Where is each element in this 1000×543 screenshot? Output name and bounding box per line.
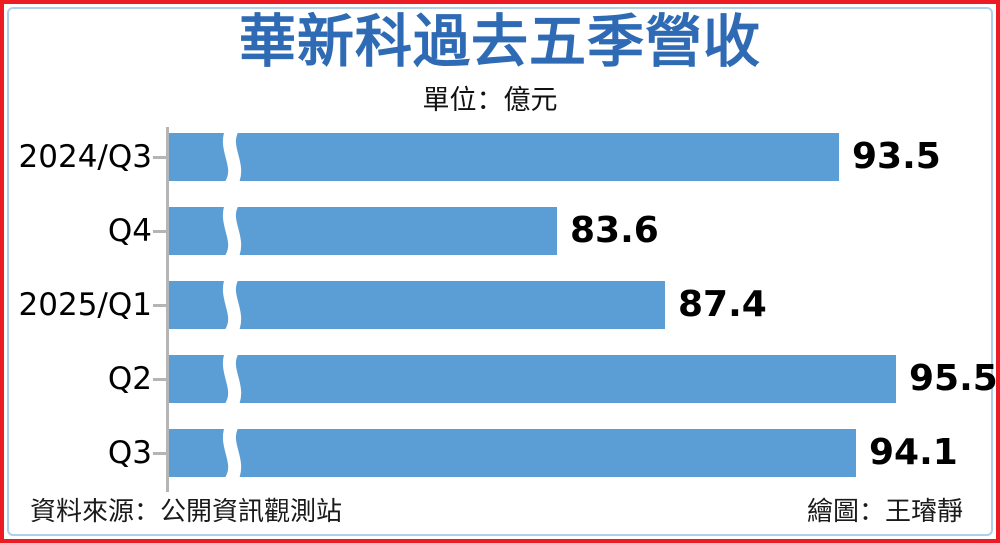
axis-break-squiggle-icon <box>222 417 242 489</box>
category-label: 2025/Q1 <box>18 287 152 323</box>
category-label: Q4 <box>107 213 152 249</box>
axis-tick <box>153 304 166 307</box>
axis-break-squiggle-icon <box>222 121 242 193</box>
axis-tick <box>153 156 166 159</box>
bar <box>169 195 557 267</box>
axis-break-squiggle-icon <box>222 195 242 267</box>
bar-value-label: 94.1 <box>869 432 958 473</box>
source-text: 資料來源：公開資訊觀測站 <box>30 497 343 527</box>
bar-value-label: 93.5 <box>852 136 941 177</box>
credit-text: 繪圖：王璿靜 <box>806 497 963 527</box>
page-title: 華新科過去五季營收 <box>239 9 761 75</box>
bar <box>169 269 665 341</box>
bar-row: Q2 95.5 <box>0 343 1000 415</box>
bar-value-label: 95.5 <box>909 358 998 399</box>
bar-row: Q4 83.6 <box>0 195 1000 267</box>
bar-value-label: 87.4 <box>678 284 767 325</box>
bar <box>169 417 856 489</box>
bar-row: 2025/Q1 87.4 <box>0 269 1000 341</box>
bar <box>169 121 839 193</box>
bar <box>169 343 896 415</box>
y-axis-line <box>166 127 169 492</box>
bar-row: Q3 94.1 <box>0 417 1000 489</box>
unit-label: 單位：億元 <box>422 85 558 116</box>
axis-break-squiggle-icon <box>222 269 242 341</box>
bar-row: 2024/Q3 93.5 <box>0 121 1000 193</box>
axis-break-squiggle-icon <box>222 343 242 415</box>
axis-tick <box>153 230 166 233</box>
category-label: Q2 <box>107 361 152 397</box>
axis-tick <box>153 452 166 455</box>
category-label: 2024/Q3 <box>18 139 152 175</box>
category-label: Q3 <box>107 435 152 471</box>
bar-value-label: 83.6 <box>570 210 659 251</box>
axis-tick <box>153 378 166 381</box>
